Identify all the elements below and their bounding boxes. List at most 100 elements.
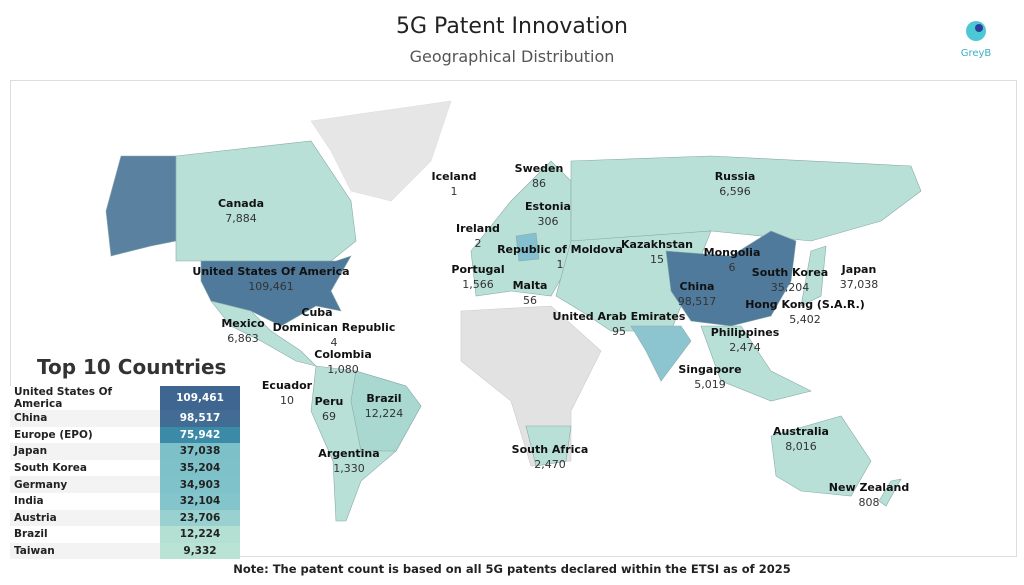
canada <box>175 140 357 262</box>
patent-count: 86 <box>532 177 546 190</box>
map-label-united-arab-emirates[interactable]: United Arab Emirates 95 <box>553 309 686 339</box>
map-label-china[interactable]: China 98,517 <box>678 279 717 309</box>
map-label-australia[interactable]: Australia 8,016 <box>773 424 829 454</box>
value-cell: 32,104 <box>160 492 240 510</box>
country-name: Portugal <box>451 263 505 276</box>
country-cell: Austria <box>10 509 160 527</box>
map-shapes <box>105 100 922 522</box>
patent-count: 1 <box>450 185 458 198</box>
country-cell: South Korea <box>14 462 87 475</box>
map-label-colombia[interactable]: Colombia 1,080 <box>314 347 372 377</box>
map-label-russia[interactable]: Russia 6,596 <box>715 169 756 199</box>
country-cell: United States Of America <box>14 386 113 410</box>
country-name: Kazakhstan <box>621 238 693 251</box>
map-label-new-zealand[interactable]: New Zealand 808 <box>829 480 909 510</box>
new-zealand <box>878 478 902 507</box>
country-name: Russia <box>714 170 756 183</box>
patent-count: 2,470 <box>534 458 566 471</box>
country-name: Argentina <box>318 447 380 460</box>
map-label-sweden[interactable]: Sweden 86 <box>515 161 564 191</box>
greenland <box>310 100 452 202</box>
value-cell: 12,224 <box>160 526 240 543</box>
germany <box>515 232 540 262</box>
value-cell: 9,332 <box>160 542 240 560</box>
patent-count: 1,330 <box>333 462 365 475</box>
country-name: Mexico <box>221 317 265 330</box>
value-cell: 34,903 <box>160 476 240 493</box>
country-name: Japan <box>841 263 877 276</box>
patent-count: 8,016 <box>785 440 817 453</box>
top-10-countries-panel: Top 10 Countries United States Of Americ… <box>10 355 240 560</box>
japan <box>800 245 827 307</box>
country-name: Estonia <box>525 200 571 213</box>
map-label-united-states-of-america[interactable]: United States Of America 109,461 <box>192 264 349 294</box>
india <box>630 325 692 382</box>
patent-count: 306 <box>537 215 559 228</box>
map-label-canada[interactable]: Canada 7,884 <box>218 196 264 226</box>
country-cell: China <box>10 410 160 427</box>
country-name: Hong Kong (S.A.R.) <box>745 298 865 311</box>
map-label-peru[interactable]: Peru 69 <box>315 394 344 424</box>
map-label-malta[interactable]: Malta 56 <box>513 278 548 308</box>
australia <box>770 415 872 497</box>
map-label-mongolia[interactable]: Mongolia 6 <box>704 245 761 275</box>
map-label-mexico[interactable]: Mexico 6,863 <box>221 316 264 346</box>
patent-count: 37,038 <box>839 278 879 291</box>
value-cell: 35,204 <box>160 459 240 477</box>
table-row: Taiwan 9,332 <box>10 542 240 560</box>
map-label-singapore[interactable]: Singapore 5,019 <box>678 362 741 392</box>
map-label-ecuador[interactable]: Ecuador 10 <box>262 378 312 408</box>
value-cell: 37,038 <box>160 443 240 460</box>
footnote: Note: The patent count is based on all 5… <box>233 562 791 576</box>
value-cell: 23,706 <box>160 509 240 527</box>
patent-count: 12,224 <box>364 407 404 420</box>
table-row: Austria 23,706 <box>10 509 240 527</box>
patent-count: 6 <box>728 261 736 274</box>
map-label-south-korea[interactable]: South Korea 35,204 <box>752 265 828 295</box>
alaska <box>105 155 177 257</box>
country-name: United States Of America <box>192 265 350 278</box>
map-label-brazil[interactable]: Brazil 12,224 <box>365 391 404 421</box>
map-label-iceland[interactable]: Iceland 1 <box>432 169 477 199</box>
country-cell: Japan <box>10 443 160 460</box>
map-label-republic-of-moldova[interactable]: Republic of Moldova 1 <box>497 242 623 272</box>
country-name: Peru <box>314 395 344 408</box>
patent-count: 7,884 <box>225 212 257 225</box>
map-label-ireland[interactable]: Ireland 2 <box>456 221 500 251</box>
value-cell: 75,942 <box>160 426 240 444</box>
world-map[interactable] <box>10 80 1017 557</box>
logo-icon <box>966 21 986 41</box>
country-name: Dominican Republic <box>272 321 396 334</box>
country-name: Brazil <box>366 392 402 405</box>
map-label-estonia[interactable]: Estonia 306 <box>525 199 571 229</box>
country-name: Malta <box>512 279 548 292</box>
map-label-south-africa[interactable]: South Africa 2,470 <box>512 442 589 472</box>
usa <box>200 255 352 327</box>
patent-count: 2,474 <box>729 341 761 354</box>
map-label-japan[interactable]: Japan 37,038 <box>840 262 879 292</box>
patent-count: 95 <box>611 325 626 338</box>
country-cell: Taiwan <box>10 542 160 560</box>
map-label-cuba[interactable]: Cuba <box>301 305 332 320</box>
country-name: Sweden <box>514 162 564 175</box>
map-label-hong-kong-s-a-r-[interactable]: Hong Kong (S.A.R.) 5,402 <box>745 297 865 327</box>
top10-table: United States Of America 109,461 China 98,5… <box>10 386 240 560</box>
patent-count: 2 <box>474 237 482 250</box>
table-row: Brazil 12,224 <box>10 526 240 543</box>
map-label-portugal[interactable]: Portugal 1,566 <box>451 262 504 292</box>
country-cell: India <box>14 495 44 508</box>
top10-title: Top 10 Countries <box>37 355 227 379</box>
map-label-argentina[interactable]: Argentina 1,330 <box>318 446 379 476</box>
brazil <box>350 370 422 452</box>
south-africa <box>525 425 572 467</box>
country-name: Australia <box>773 425 829 438</box>
map-label-dominican-republic[interactable]: Dominican Republic 4 <box>273 320 396 350</box>
country-cell: Germany <box>10 476 160 493</box>
country-name: China <box>679 280 715 293</box>
map-label-kazakhstan[interactable]: Kazakhstan 15 <box>621 237 693 267</box>
patent-count: 808 <box>858 496 880 509</box>
patent-count: 4 <box>330 336 338 349</box>
country-name: South Africa <box>511 443 589 456</box>
map-label-philippines[interactable]: Philippines 2,474 <box>711 325 780 355</box>
table-row: China 98,517 <box>10 410 240 427</box>
